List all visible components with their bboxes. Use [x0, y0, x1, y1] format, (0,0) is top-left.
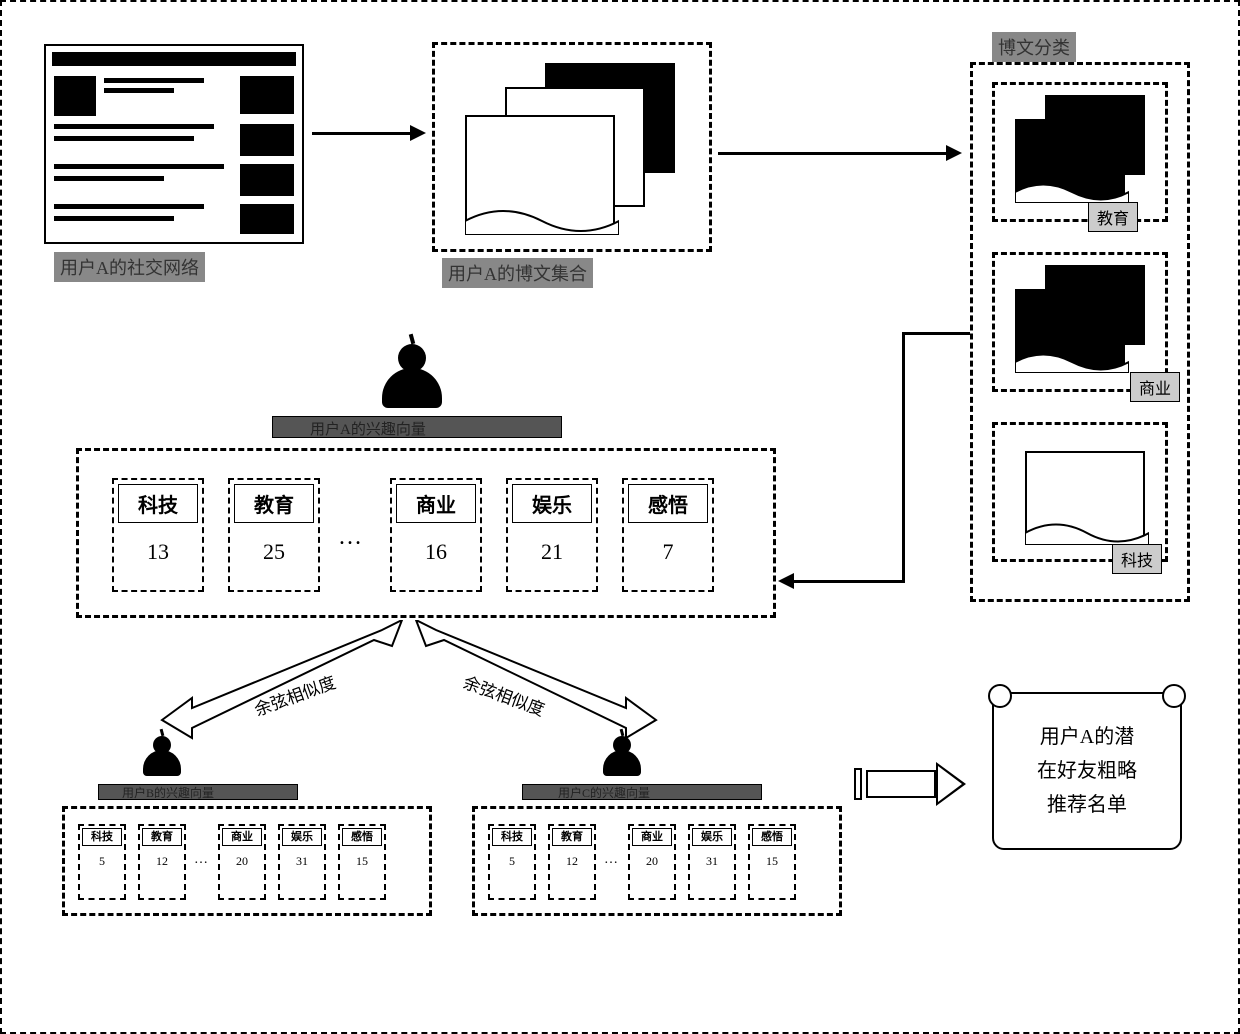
arrow-3h2 — [792, 580, 905, 583]
classify-caption: 博文分类 — [992, 32, 1076, 62]
topic-a-3-val: 21 — [508, 527, 596, 577]
page-wave-icon — [1015, 181, 1129, 203]
topic-a-3-name: 娱乐 — [512, 484, 592, 523]
user-b-pedestal-label: 用户B的兴趣向量 — [122, 784, 214, 801]
arrow-3h — [902, 332, 970, 335]
topic-b-4: 感悟15 — [338, 824, 386, 900]
arrow-3v — [902, 332, 905, 582]
similarity-arrow-right — [406, 620, 666, 740]
doc-collection-box — [432, 42, 712, 252]
cat-biz-box — [992, 252, 1168, 392]
page-wave-icon — [1015, 351, 1129, 373]
topic-a-4-val: 7 — [624, 527, 712, 577]
user-c-pedestal-label: 用户C的兴趣向量 — [558, 784, 650, 801]
topic-a-2-name: 商业 — [396, 484, 476, 523]
cat-edu-tag: 教育 — [1088, 202, 1138, 232]
topic-a-2-val: 16 — [392, 527, 480, 577]
output-line3: 推荐名单 — [1008, 788, 1166, 822]
output-scroll: 用户A的潜 在好友粗略 推荐名单 — [992, 692, 1182, 850]
source-caption: 用户A的社交网络 — [54, 252, 205, 282]
arrow-1-head — [410, 125, 426, 141]
doc-collection-caption: 用户A的博文集合 — [442, 258, 593, 288]
topic-a-2: 商业 16 — [390, 478, 482, 592]
user-a-pedestal-label: 用户A的兴趣向量 — [310, 418, 426, 439]
user-b-icon — [142, 736, 182, 776]
output-arrow — [854, 762, 974, 806]
arrow-1 — [312, 132, 412, 135]
arrow-2 — [718, 152, 948, 155]
topic-b-0: 科技5 — [78, 824, 126, 900]
topic-a-4: 感悟 7 — [622, 478, 714, 592]
topic-a-0: 科技 13 — [112, 478, 204, 592]
topic-b-2: 商业20 — [218, 824, 266, 900]
vector-b-ellipsis: … — [194, 852, 210, 868]
cat-edu-box — [992, 82, 1168, 222]
topic-b-3: 娱乐31 — [278, 824, 326, 900]
topic-a-4-name: 感悟 — [628, 484, 708, 523]
topic-a-1-val: 25 — [230, 527, 318, 577]
cat-biz-tag: 商业 — [1130, 372, 1180, 402]
diagram-canvas: 用户A的社交网络 用户A的博文集合 博文分类 教育 商业 — [0, 0, 1240, 1034]
page-wave-icon — [465, 207, 619, 235]
topic-c-4: 感悟15 — [748, 824, 796, 900]
page-wave-icon — [1025, 521, 1149, 545]
cat-tech-box — [992, 422, 1168, 562]
user-a-icon — [382, 344, 442, 408]
output-line2: 在好友粗略 — [1008, 754, 1166, 788]
topic-a-1: 教育 25 — [228, 478, 320, 592]
vector-c-ellipsis: … — [604, 852, 620, 868]
topic-c-3: 娱乐31 — [688, 824, 736, 900]
output-line1: 用户A的潜 — [1008, 720, 1166, 754]
topic-a-0-name: 科技 — [118, 484, 198, 523]
topic-c-2: 商业20 — [628, 824, 676, 900]
arrow-3-head — [778, 573, 794, 589]
arrow-2-head — [946, 145, 962, 161]
vector-a-ellipsis: … — [338, 524, 364, 551]
user-c-icon — [602, 736, 642, 776]
topic-a-0-val: 13 — [114, 527, 202, 577]
similarity-arrow-left — [152, 620, 412, 740]
topic-b-1: 教育12 — [138, 824, 186, 900]
topic-c-1: 教育12 — [548, 824, 596, 900]
topic-a-3: 娱乐 21 — [506, 478, 598, 592]
source-webpage-thumb — [44, 44, 304, 244]
cat-tech-tag: 科技 — [1112, 544, 1162, 574]
topic-c-0: 科技5 — [488, 824, 536, 900]
topic-a-1-name: 教育 — [234, 484, 314, 523]
